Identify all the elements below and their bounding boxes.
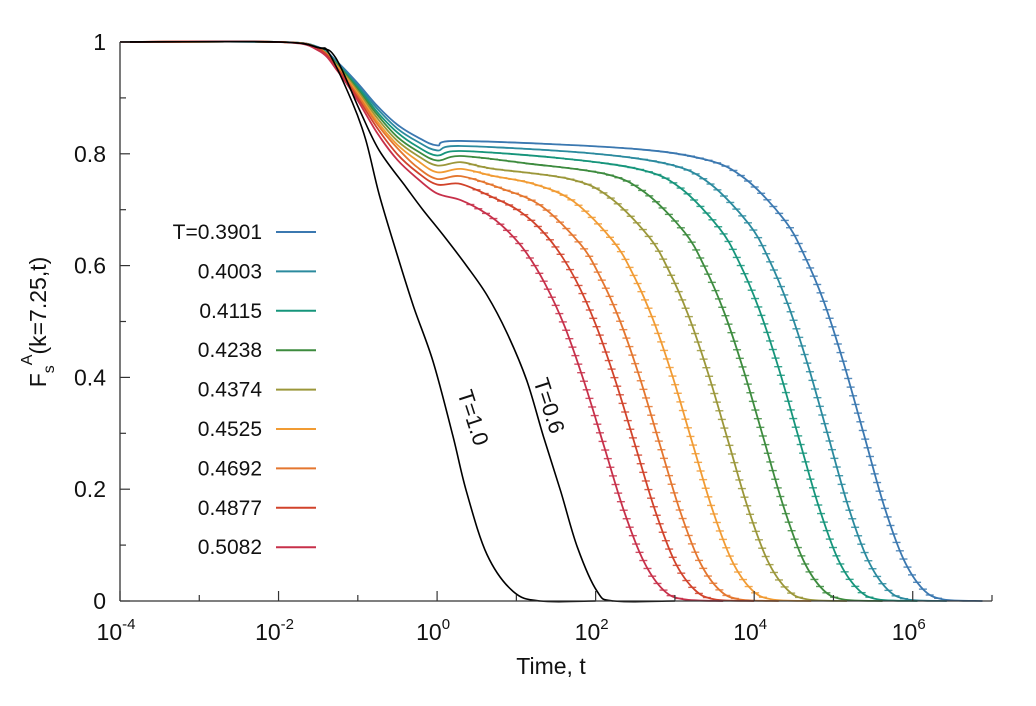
legend-label: 0.4374 xyxy=(198,379,263,402)
y-label-rest: (k=7.25,t) xyxy=(25,257,51,355)
series-line-T-0-6 xyxy=(119,40,675,603)
legend-label: 0.4003 xyxy=(198,260,262,283)
x-tick-base: 10 xyxy=(892,619,918,645)
x-axis-label: Time, t xyxy=(516,653,586,679)
y-tick-label: 1 xyxy=(93,29,106,55)
error-bars-layer xyxy=(466,140,943,600)
y-label-sup: A xyxy=(19,354,36,365)
x-tick-exponent: 4 xyxy=(759,616,767,633)
x-tick-exponent: 2 xyxy=(600,616,608,633)
x-tick-base: 10 xyxy=(416,619,442,645)
x-tick-label: 106 xyxy=(892,616,926,645)
series-line-T-1-0 xyxy=(119,40,596,603)
x-tick-label: 10-2 xyxy=(255,616,294,645)
y-tick-label: 0.2 xyxy=(74,476,106,502)
legend-label: 0.5082 xyxy=(198,536,262,559)
legend-label: 0.4692 xyxy=(198,457,262,480)
x-tick-base: 10 xyxy=(733,619,759,645)
x-tick-label: 102 xyxy=(575,616,609,645)
x-tick-exponent: 0 xyxy=(442,616,450,633)
legend-label: 0.4877 xyxy=(198,497,262,520)
legend-label: 0.4238 xyxy=(198,339,262,362)
x-tick-exponent: -4 xyxy=(122,616,135,633)
x-tick-label: 104 xyxy=(733,616,767,645)
y-label-main: F xyxy=(25,373,51,387)
x-tick-base: 10 xyxy=(97,619,123,645)
x-tick-base: 10 xyxy=(575,619,601,645)
legend: T=0.3901 0.4003 0.4115 0.4238 0.4374 0.4525 0.… xyxy=(173,221,316,559)
legend-label: 0.4115 xyxy=(199,300,262,323)
x-tick-base: 10 xyxy=(255,619,281,645)
y-tick-label: 0.6 xyxy=(74,253,106,279)
x-tick-label: 10-4 xyxy=(97,616,136,645)
x-tick-label: 100 xyxy=(416,616,450,645)
y-label-sub: s xyxy=(41,365,58,373)
x-tick-exponent: -2 xyxy=(281,616,294,633)
series-line-T-0-4877 xyxy=(119,40,755,602)
curve-annotations: T=1.0 T=0.6 xyxy=(452,375,569,449)
legend-label: T=0.3901 xyxy=(173,221,262,244)
curve-annotation: T=1.0 xyxy=(452,387,493,449)
y-tick-label: 0.8 xyxy=(74,141,106,167)
y-tick-label: 0 xyxy=(93,588,106,614)
y-tick-label: 0.4 xyxy=(74,364,106,390)
x-tick-exponent: 6 xyxy=(917,616,925,633)
y-axis-label: FsA(k=7.25,t) xyxy=(19,257,58,388)
legend-label: 0.4525 xyxy=(198,418,262,441)
